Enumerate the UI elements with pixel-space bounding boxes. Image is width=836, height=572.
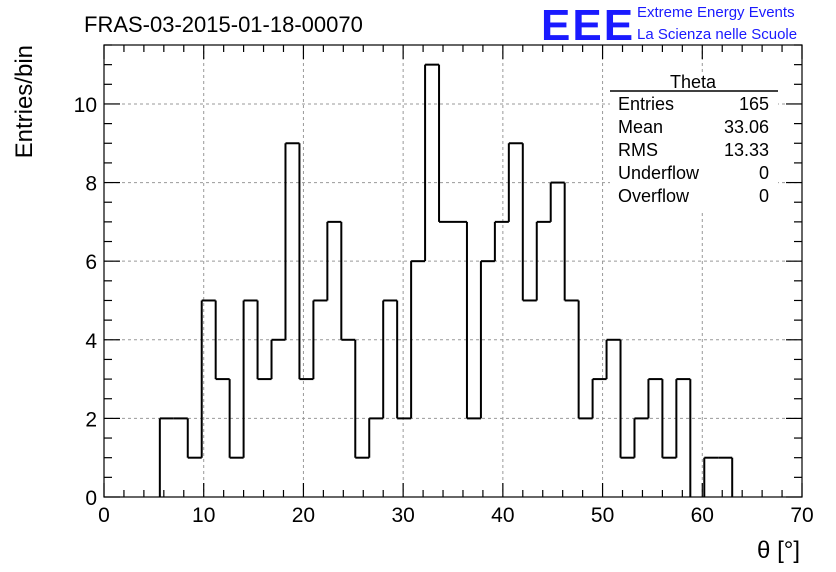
x-tick-label: 0	[98, 504, 110, 527]
stats-box-background	[610, 72, 778, 212]
axis-ticks	[103, 44, 803, 498]
stats-row-value: 0	[759, 163, 769, 183]
x-tick-labels: 0 10 20 30 40 50 60 70	[98, 504, 814, 527]
x-tick-label: 40	[491, 504, 514, 527]
y-tick-label: 8	[85, 173, 97, 196]
logo-line-2: La Scienza nelle Scuole	[637, 26, 797, 43]
stats-row-value: 13.33	[724, 140, 769, 160]
x-tick-label: 10	[192, 504, 215, 527]
stats-row-label: Overflow	[618, 186, 690, 206]
stats-row-label: Mean	[618, 117, 663, 137]
y-tick-labels: 0 2 4 6 8 10	[74, 94, 98, 510]
stats-box-title: Theta	[670, 72, 717, 92]
stats-rows: Entries 165 Mean 33.06 RMS 13.33 Underflow 0 Ove…	[618, 94, 769, 206]
stats-row-label: Entries	[618, 94, 674, 114]
y-tick-label: 0	[85, 487, 97, 510]
y-tick-label: 6	[85, 251, 97, 274]
y-tick-label: 2	[85, 408, 97, 431]
stats-row-value: 0	[759, 186, 769, 206]
x-tick-label: 60	[691, 504, 714, 527]
eee-logo: EEE Extreme Energy Events La Scienza nel…	[541, 1, 797, 50]
x-tick-label: 30	[391, 504, 414, 527]
histogram-series	[158, 63, 734, 497]
y-axis-label: Entries/bin	[11, 45, 38, 158]
plot-frame	[103, 44, 803, 498]
grid-lines	[104, 45, 802, 497]
logo-line-1: Extreme Energy Events	[637, 4, 795, 21]
chart-title: FRAS-03-2015-01-18-00070	[84, 12, 363, 37]
stats-row-label: RMS	[618, 140, 658, 160]
logo-mark: EEE	[541, 1, 635, 50]
stats-row-label: Underflow	[618, 163, 700, 183]
x-tick-label: 70	[790, 504, 813, 527]
y-tick-label: 10	[74, 94, 97, 117]
stats-row-value: 33.06	[724, 117, 769, 137]
stats-box: Theta Entries 165 Mean 33.06 RMS 13.33 Underfl…	[610, 72, 778, 212]
y-tick-label: 4	[85, 330, 97, 353]
x-tick-label: 50	[591, 504, 614, 527]
stats-row-value: 165	[739, 94, 769, 114]
x-tick-label: 20	[292, 504, 315, 527]
x-axis-label: θ [°]	[757, 537, 800, 564]
